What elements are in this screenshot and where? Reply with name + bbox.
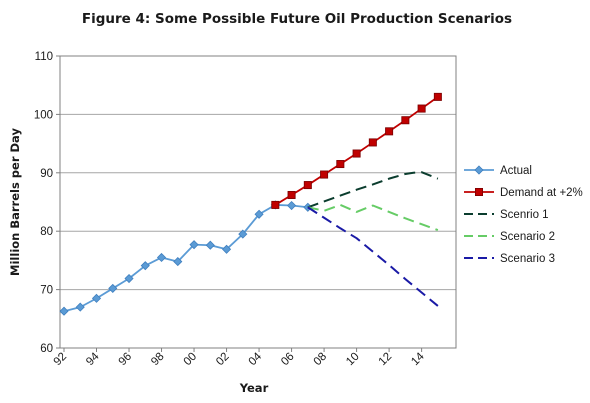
legend-marker xyxy=(474,165,484,175)
data-point xyxy=(320,170,329,179)
data-point xyxy=(205,240,215,250)
data-point xyxy=(156,252,167,263)
y-tick-label: 100 xyxy=(34,109,53,121)
legend: Actual Demand at +2% Scenrio 1 Scenario 2 Sc… xyxy=(464,165,583,265)
data-point xyxy=(59,306,69,316)
legend-label: Demand at +2% xyxy=(500,187,583,199)
data-point xyxy=(352,149,361,158)
series-line xyxy=(307,171,439,209)
legend-item: Scenrio 1 xyxy=(464,209,549,221)
data-point xyxy=(417,104,426,113)
data-point xyxy=(189,240,199,250)
data-point xyxy=(433,92,442,101)
chart-title: Figure 4: Some Possible Future Oil Produ… xyxy=(82,11,512,27)
legend-marker xyxy=(474,187,483,196)
y-tick-label: 110 xyxy=(35,51,53,63)
data-point xyxy=(254,209,264,219)
series-actual xyxy=(59,200,313,316)
data-point xyxy=(91,293,102,303)
legend-item: Scenario 3 xyxy=(464,253,555,265)
data-point xyxy=(385,127,394,136)
y-axis-title: Million Barrels per Day xyxy=(8,128,22,276)
legend-item: Scenario 2 xyxy=(464,231,555,243)
series-line xyxy=(63,204,308,313)
legend-label: Actual xyxy=(500,165,532,177)
data-point xyxy=(238,229,248,239)
data-point xyxy=(336,160,345,169)
data-point xyxy=(303,181,312,190)
legend-item: Demand at +2% xyxy=(464,187,583,199)
legend-label: Scenario 2 xyxy=(500,231,555,243)
data-point xyxy=(173,257,183,267)
legend-label: Scenario 3 xyxy=(500,253,555,265)
y-tick-label: 70 xyxy=(40,285,53,297)
y-axis-ticks: 60 70 80 90 100 110 xyxy=(34,51,60,355)
data-point xyxy=(271,200,280,209)
y-tick-label: 60 xyxy=(40,343,53,355)
x-axis-title: Year xyxy=(239,381,269,395)
data-point xyxy=(140,261,150,271)
series-demand-at-2 xyxy=(271,92,442,209)
series-line xyxy=(307,203,439,231)
series-scenrio-1 xyxy=(307,171,439,209)
data-point xyxy=(287,200,297,211)
data-point xyxy=(124,273,134,284)
gridlines xyxy=(60,113,456,291)
series-scenario-3 xyxy=(307,206,439,307)
series-line xyxy=(307,206,439,307)
data-point xyxy=(108,283,118,293)
plot-area-border xyxy=(59,55,457,349)
data-point xyxy=(75,302,85,312)
data-point xyxy=(401,116,410,125)
data-point xyxy=(368,138,377,147)
series-group xyxy=(59,92,442,316)
series-scenario-2 xyxy=(307,203,439,231)
legend-item: Actual xyxy=(464,165,532,177)
data-point xyxy=(287,190,296,199)
legend-label: Scenrio 1 xyxy=(500,209,549,221)
data-point xyxy=(221,244,232,254)
y-tick-label: 80 xyxy=(40,226,53,238)
y-tick-label: 90 xyxy=(40,168,53,180)
